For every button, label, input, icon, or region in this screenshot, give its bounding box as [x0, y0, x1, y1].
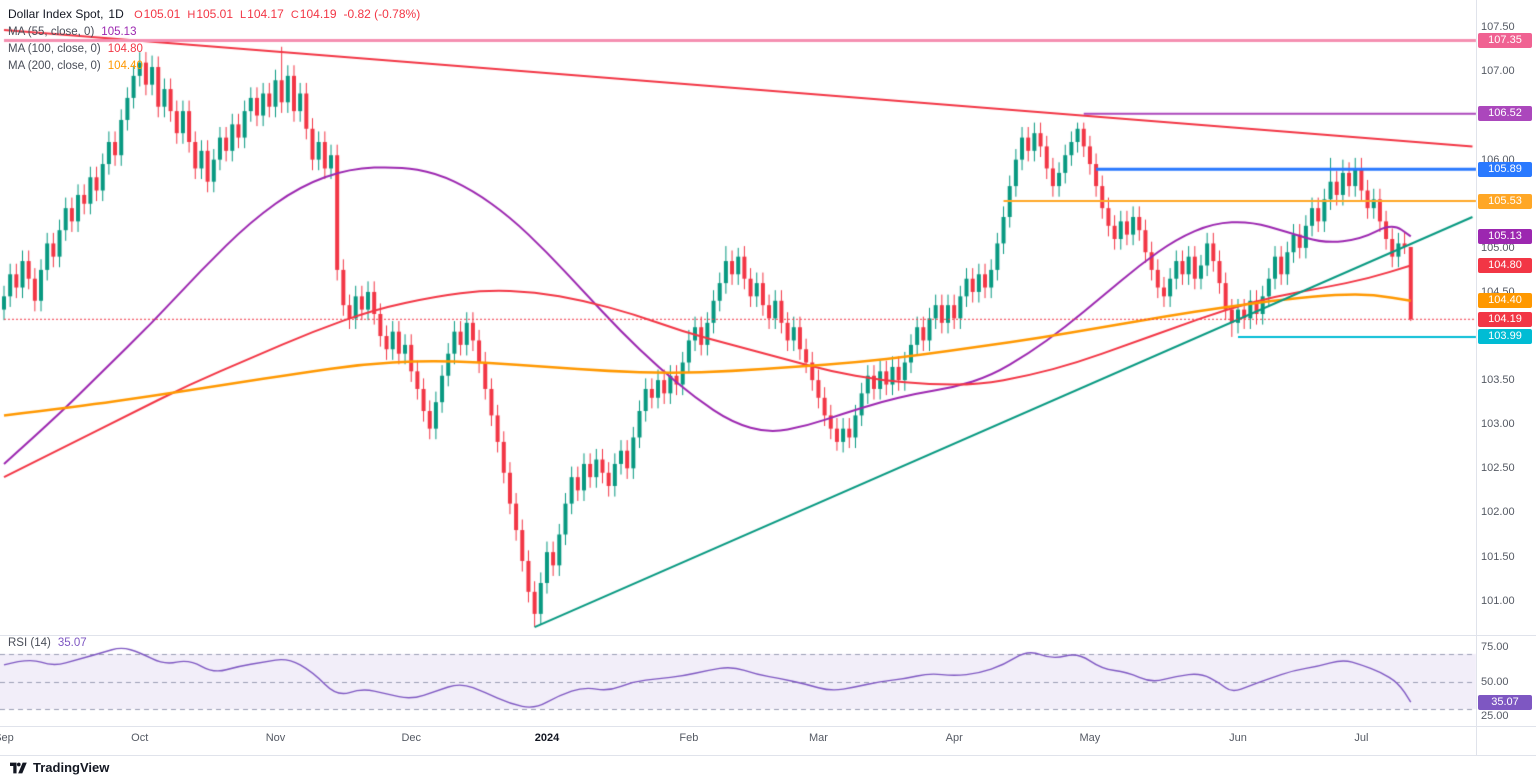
time-axis-divider [0, 726, 1536, 727]
ma200-legend-row[interactable]: MA (200, close, 0) 104.40 [8, 57, 420, 74]
price-axis-label: 101.50 [1481, 550, 1515, 563]
high-value: 105.01 [196, 7, 234, 21]
ma100-legend-row[interactable]: MA (100, close, 0) 104.80 [8, 40, 420, 57]
price-badge-104.19: 104.19 [1478, 311, 1532, 327]
time-axis-label-Oct: Oct [131, 732, 149, 744]
price-axis-label: 107.50 [1481, 21, 1515, 34]
rsi-axis-label: 50.00 [1481, 675, 1509, 688]
price-badge-104.80: 104.80 [1478, 257, 1532, 273]
ma55-value: 105.13 [101, 26, 137, 38]
time-axis-label-Feb: Feb [679, 732, 699, 744]
ma100-label: MA (100, close, 0) [8, 43, 101, 55]
symbol-legend-row[interactable]: Dollar Index Spot, 1D O105.01 H105.01 L104.… [8, 6, 420, 23]
time-axis-label-Dec: Dec [401, 732, 421, 744]
price-axis-label: 102.50 [1481, 462, 1515, 475]
open-value: 105.01 [143, 7, 181, 21]
price-badge-105.53[interactable]: 105.53 [1478, 193, 1532, 209]
price-axis-label: 107.00 [1481, 65, 1515, 78]
rsi-legend-row[interactable]: RSI (14) 35.07 [8, 637, 87, 649]
symbol-separator: , [100, 7, 104, 21]
rsi-label: RSI (14) [8, 637, 51, 649]
chart-canvas[interactable] [0, 0, 1536, 755]
time-axis-label-Jun: Jun [1229, 732, 1247, 744]
ohlc-values: O105.01 H105.01 L104.17 C104.19 -0.82 (-0.78… [127, 7, 420, 21]
ma100-value: 104.80 [107, 43, 143, 55]
time-axis-label-May: May [1079, 732, 1101, 744]
price-axis[interactable]: 107.50 107.00 106.00 105.00 104.50 103.50 103.… [1477, 0, 1536, 755]
close-value: 104.19 [299, 7, 337, 21]
low-label: L [240, 9, 247, 21]
close-label: C [290, 9, 299, 21]
price-axis-label: 105.00 [1481, 241, 1515, 254]
pane-divider[interactable] [0, 635, 1536, 636]
tradingview-link[interactable]: TradingView [10, 760, 109, 775]
symbol-name: Dollar Index Spot [8, 7, 101, 21]
price-badge-107.35[interactable]: 107.35 [1478, 33, 1532, 49]
price-axis-label: 101.00 [1481, 594, 1515, 607]
high-label: H [187, 9, 196, 21]
time-axis-label-Jul: Jul [1354, 732, 1369, 744]
price-badge-106.52[interactable]: 106.52 [1478, 106, 1532, 122]
rsi-badge: 35.07 [1478, 694, 1532, 710]
price-badge-103.99[interactable]: 103.99 [1478, 329, 1532, 345]
price-badge-104.40: 104.40 [1478, 293, 1532, 309]
tradingview-logo [10, 762, 27, 773]
ma55-legend-row[interactable]: MA (55, close, 0) 105.13 [8, 23, 420, 40]
rsi-value: 35.07 [57, 637, 87, 649]
time-axis-label-2024: 2024 [534, 732, 560, 744]
price-axis-label: 103.50 [1481, 374, 1515, 387]
tradingview-brand-text: TradingView [33, 760, 110, 775]
ma200-label: MA (200, close, 0) [8, 60, 101, 72]
ma200-value: 104.40 [107, 60, 143, 72]
low-value: 104.17 [247, 7, 284, 21]
chart-legend: Dollar Index Spot, 1D O105.01 H105.01 L104.… [8, 6, 420, 74]
time-axis-label-Mar: Mar [808, 732, 828, 744]
change-value: -0.82 (-0.78%) [343, 7, 421, 21]
price-badge-105.89[interactable]: 105.89 [1478, 161, 1532, 177]
rsi-axis-label: 75.00 [1481, 641, 1509, 653]
time-axis-label-Nov: Nov [265, 732, 286, 744]
rsi-axis-label: 25.00 [1481, 710, 1509, 722]
ma55-label: MA (55, close, 0) [8, 26, 95, 38]
price-axis-label: 103.00 [1481, 418, 1515, 431]
time-axis[interactable]: Sep Oct Nov Dec 2024 Feb Mar Apr May Jun Jul [0, 727, 1476, 755]
time-axis-label-Sep: Sep [0, 732, 14, 744]
price-badge-105.13: 105.13 [1478, 228, 1532, 244]
time-axis-label-Apr: Apr [945, 732, 963, 744]
open-label: O [134, 9, 143, 21]
price-axis-divider [1476, 0, 1477, 755]
footer-bar: TradingView [0, 755, 1536, 779]
timeframe: 1D [108, 7, 124, 21]
price-axis-label: 102.00 [1481, 506, 1515, 519]
